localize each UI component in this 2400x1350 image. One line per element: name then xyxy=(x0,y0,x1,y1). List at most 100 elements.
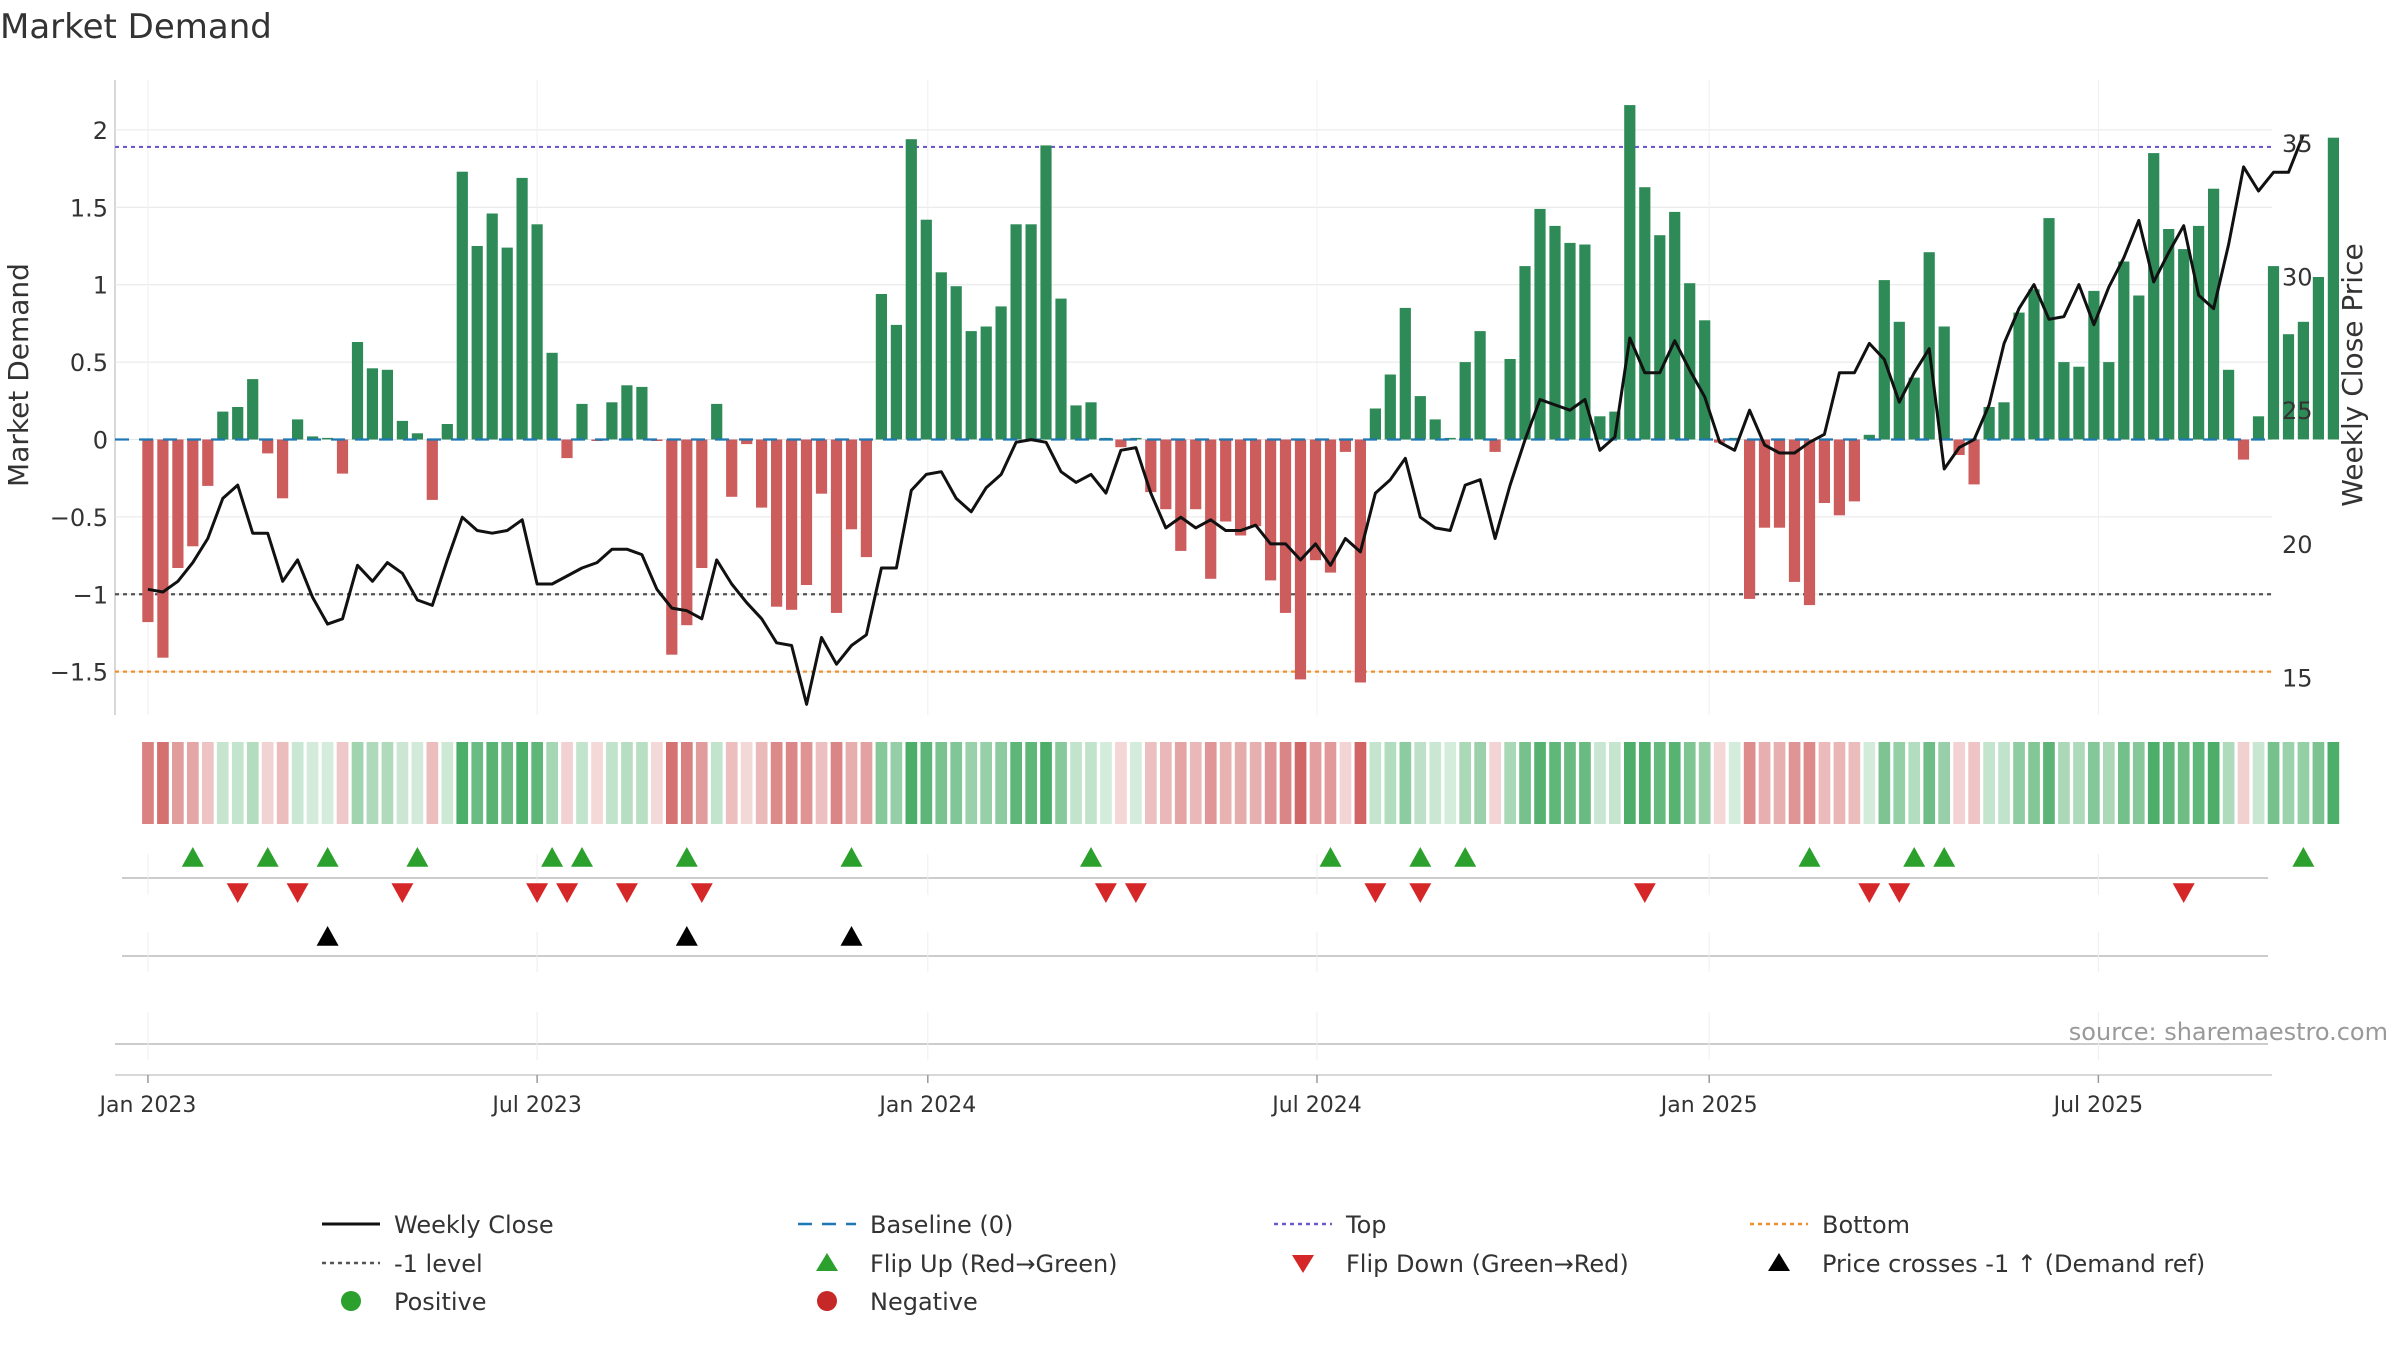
y2-tick-label: 20 xyxy=(2282,531,2313,559)
demand-bar xyxy=(172,439,184,568)
demand-bar xyxy=(471,246,483,440)
heat-cell xyxy=(516,742,528,824)
demand-bar xyxy=(307,436,319,440)
demand-bar xyxy=(1504,359,1516,440)
demand-bar xyxy=(1145,439,1157,493)
flip-up-marker xyxy=(1798,847,1821,867)
heat-cell xyxy=(980,742,992,824)
demand-bar xyxy=(1384,374,1396,440)
demand-bar xyxy=(516,177,528,440)
demand-bar xyxy=(2028,289,2040,440)
demand-bar xyxy=(2058,362,2070,440)
heat-cell xyxy=(561,742,573,824)
source-note: source: sharemaestro.com xyxy=(2069,1018,2388,1046)
y-tick-label: 1 xyxy=(93,272,108,300)
flip-up-marker xyxy=(181,847,204,867)
flip-down-marker xyxy=(1858,883,1881,903)
demand-bar xyxy=(2013,312,2025,440)
price-cross-marker xyxy=(840,926,863,946)
chart-title: Market Demand xyxy=(0,7,272,47)
demand-bar xyxy=(217,411,229,440)
demand-bar xyxy=(2208,188,2220,440)
heat-cell xyxy=(2252,742,2265,824)
demand-bar xyxy=(426,439,438,500)
heat-cell xyxy=(755,742,768,824)
demand-bar xyxy=(2237,439,2250,460)
demand-bar xyxy=(1160,439,1172,510)
demand-bar xyxy=(2223,369,2235,440)
heat-cell xyxy=(965,742,978,824)
demand-bar xyxy=(1055,298,1067,440)
demand-bar xyxy=(1279,439,1292,613)
flip-up-marker xyxy=(1933,847,1956,867)
heat-cell xyxy=(1848,742,1861,824)
demand-bar xyxy=(1489,439,1501,452)
heat-cell xyxy=(1384,742,1397,824)
demand-bar xyxy=(351,342,364,440)
demand-bar xyxy=(321,437,334,440)
demand-bar xyxy=(262,439,274,454)
demand-bar xyxy=(1354,439,1366,683)
demand-bar xyxy=(531,224,543,440)
demand-bar xyxy=(1684,283,1696,440)
heat-cell xyxy=(2013,742,2025,824)
demand-bar xyxy=(336,439,349,474)
y-tick-label: −1.5 xyxy=(50,659,108,687)
demand-bar xyxy=(1070,405,1082,440)
heat-cell xyxy=(2073,742,2085,824)
demand-bar xyxy=(2043,218,2055,440)
demand-bar xyxy=(1190,439,1202,510)
heat-cell xyxy=(1653,742,1666,824)
heat-cell xyxy=(456,742,469,824)
demand-bar xyxy=(1459,362,1471,440)
demand-bar xyxy=(800,439,813,585)
heat-cell xyxy=(2222,742,2235,824)
x-tick-label: Jan 2024 xyxy=(877,1093,976,1118)
demand-bar xyxy=(2252,416,2265,440)
flip-up-marker xyxy=(1454,847,1477,867)
heat-cell xyxy=(2043,742,2055,824)
heat-cell xyxy=(396,742,409,824)
heat-cell xyxy=(1938,742,1950,824)
heat-cell xyxy=(1728,742,1741,824)
heat-cell xyxy=(1953,742,1965,824)
heat-cell xyxy=(2297,742,2310,824)
demand-bar xyxy=(1788,439,1801,582)
legend-label: Flip Down (Green→Red) xyxy=(1346,1250,1629,1278)
y-tick-label: 1.5 xyxy=(70,194,108,222)
flip-down-marker xyxy=(526,883,549,903)
heat-cell xyxy=(321,742,334,824)
legend-label: -1 level xyxy=(394,1250,483,1278)
flip-down-marker xyxy=(226,883,249,903)
heat-cell xyxy=(606,742,618,824)
heat-cell xyxy=(1758,742,1771,824)
heat-cell xyxy=(1459,742,1471,824)
flip-down-marker xyxy=(1364,883,1387,903)
demand-bar xyxy=(411,433,423,440)
demand-bar xyxy=(711,403,723,440)
heat-cell xyxy=(2088,742,2100,824)
heat-cell xyxy=(1878,742,1891,824)
heat-cell xyxy=(1773,742,1786,824)
heat-cell xyxy=(366,742,379,824)
demand-bar xyxy=(920,219,932,440)
demand-bar xyxy=(1758,439,1771,528)
heat-cell xyxy=(815,742,828,824)
heat-cell xyxy=(1698,742,1711,824)
heat-cell xyxy=(740,742,753,824)
heat-cell xyxy=(1294,742,1307,824)
heat-cell xyxy=(950,742,963,824)
demand-bar xyxy=(950,286,962,440)
heat-cell xyxy=(1219,742,1232,824)
demand-bar xyxy=(1220,439,1232,522)
demand-bar xyxy=(576,403,588,440)
demand-bar xyxy=(1175,439,1187,551)
demand-bar xyxy=(1444,437,1456,440)
demand-bar xyxy=(2282,334,2295,440)
flip-down-marker xyxy=(1409,883,1432,903)
demand-bar xyxy=(681,439,693,626)
heat-cell xyxy=(546,742,558,824)
demand-bar xyxy=(875,294,887,440)
demand-bar xyxy=(2103,362,2115,440)
heat-cell xyxy=(157,742,169,824)
